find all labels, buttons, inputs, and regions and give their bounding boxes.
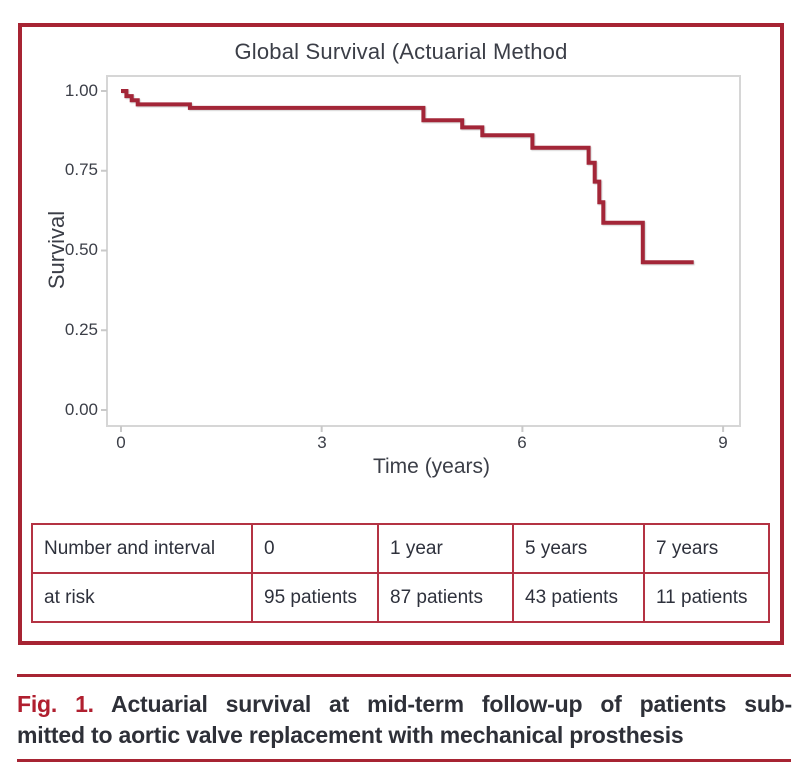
table-cell: 1 year [377, 523, 514, 574]
table-cell: 11 patients [643, 572, 770, 623]
table-row-at-risk: at risk 95 patients 87 patients 43 patie… [31, 572, 770, 623]
figure-caption-label: Fig. 1. [17, 691, 94, 717]
table-cell: 95 patients [251, 572, 379, 623]
xtick-label-3: 3 [317, 433, 327, 452]
survival-chart-canvas [101, 75, 741, 432]
x-axis-ticks [120, 426, 725, 432]
risk-table: Number and interval 0 1 year 5 years 7 y… [31, 523, 770, 623]
table-cell: 5 years [512, 523, 645, 574]
figure-frame: Global Survival (Actuarial Method 1.00 0… [18, 23, 784, 645]
table-cell: 87 patients [377, 572, 514, 623]
chart-title: Global Survival (Actuarial Method [234, 39, 568, 64]
xtick-label-0: 0 [116, 433, 126, 452]
ytick-label-0.75: 0.75 [64, 160, 98, 179]
caption-rule-bottom [17, 759, 791, 762]
table-cell: at risk [31, 572, 253, 623]
table-row-intervals: Number and interval 0 1 year 5 years 7 y… [31, 523, 770, 574]
y-axis-title: Survival [44, 210, 69, 290]
table-cell: 0 [251, 523, 379, 574]
ytick-label-0.25: 0.25 [64, 320, 98, 339]
figure-caption: Fig. 1. Actuarial survival at mid-term f… [17, 689, 792, 751]
ytick-label-1.00: 1.00 [64, 81, 98, 100]
y-axis-ticks [101, 90, 107, 411]
table-cell: 43 patients [512, 572, 645, 623]
ytick-label-0.50: 0.50 [64, 240, 98, 259]
table-cell: Number and interval [31, 523, 253, 574]
caption-rule-top [17, 674, 791, 677]
xtick-label-6: 6 [517, 433, 527, 452]
ytick-label-0.00: 0.00 [64, 400, 98, 419]
x-axis-title: Time (years) [372, 455, 491, 478]
caption-line-1: Fig. 1. Actuarial survival at mid-term f… [17, 689, 792, 720]
survival-curve [121, 89, 694, 265]
caption-text-1: Actuarial survival at mid-term follow-up… [111, 691, 792, 717]
caption-line-2: mitted to aortic valve replacement with … [17, 722, 684, 748]
xtick-label-9: 9 [718, 433, 728, 452]
table-cell: 7 years [643, 523, 770, 574]
plot-panel [106, 75, 741, 427]
